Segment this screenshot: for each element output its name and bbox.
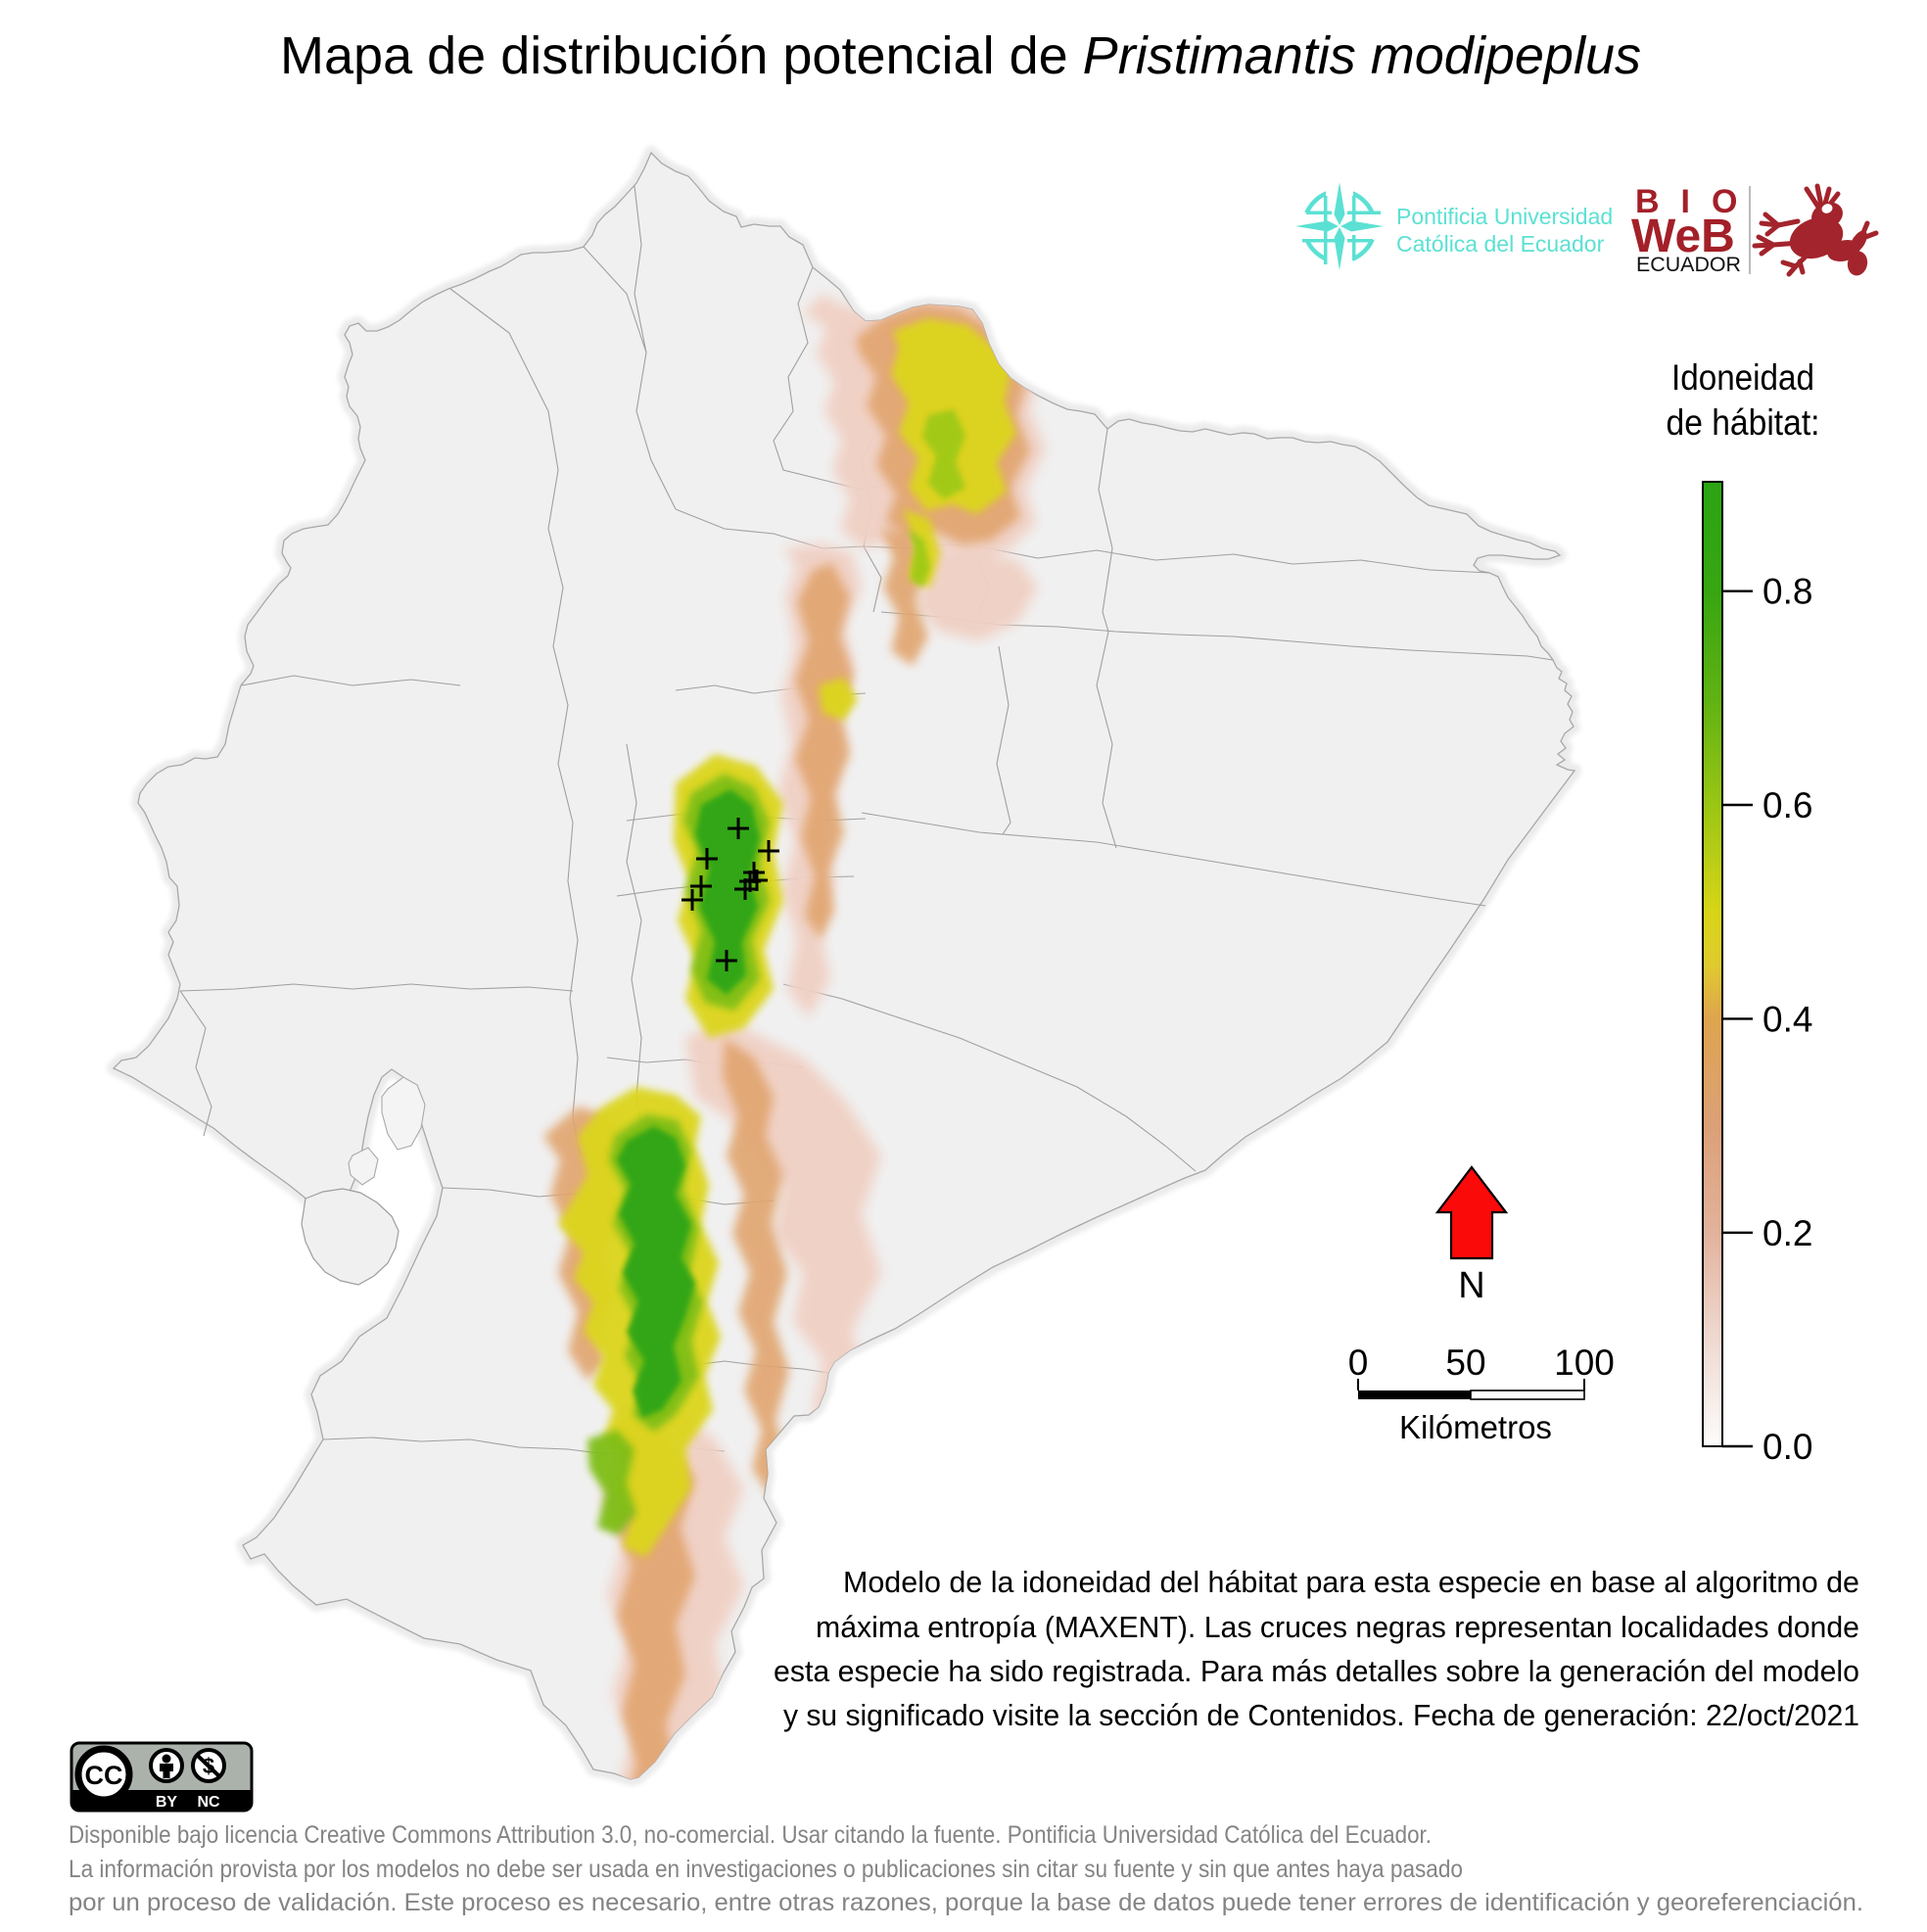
svg-text:0: 0 <box>1348 1343 1369 1383</box>
svg-text:esta especie ha sido registrad: esta especie ha sido registrada. Para má… <box>774 1654 1859 1688</box>
svg-text:Idoneidad: Idoneidad <box>1671 357 1814 398</box>
svg-text:BY: BY <box>156 1794 178 1811</box>
svg-text:de hábitat:: de hábitat: <box>1667 402 1820 443</box>
svg-text:NC: NC <box>197 1794 220 1811</box>
svg-text:WeB: WeB <box>1631 211 1735 262</box>
svg-text:100: 100 <box>1554 1343 1615 1383</box>
svg-text:50: 50 <box>1445 1343 1485 1383</box>
svg-text:0.8: 0.8 <box>1762 572 1812 612</box>
svg-text:y su significado visite la sec: y su significado visite la sección de Co… <box>783 1698 1859 1732</box>
svg-text:0.6: 0.6 <box>1762 785 1812 825</box>
svg-text:0.0: 0.0 <box>1762 1427 1812 1467</box>
svg-text:Modelo de la idoneidad del háb: Modelo de la idoneidad del hábitat para … <box>843 1565 1859 1599</box>
svg-text:máxima entropía (MAXENT). Las: máxima entropía (MAXENT). Las cruces neg… <box>816 1610 1859 1644</box>
svg-text:La información provista por lo: La información provista por los modelos … <box>69 1856 1463 1883</box>
svg-text:Kilómetros: Kilómetros <box>1399 1409 1552 1445</box>
svg-text:Católica del Ecuador: Católica del Ecuador <box>1396 231 1605 257</box>
svg-text:Disponible bajo licencia Creat: Disponible bajo licencia Creative Common… <box>69 1821 1432 1849</box>
svg-text:0.2: 0.2 <box>1762 1213 1812 1253</box>
svg-text:N: N <box>1458 1265 1484 1306</box>
svg-text:por un proceso de validación.: por un proceso de validación. Este proce… <box>69 1889 1863 1916</box>
svg-text:Pontificia Universidad: Pontificia Universidad <box>1396 204 1613 229</box>
svg-text:ECUADOR: ECUADOR <box>1636 254 1741 276</box>
svg-text:BIO: BIO <box>1635 183 1759 220</box>
svg-text:Mapa de distribución potencial: Mapa de distribución potencial de Pristi… <box>280 26 1641 85</box>
svg-text:CC: CC <box>85 1761 123 1790</box>
svg-text:0.4: 0.4 <box>1762 999 1812 1039</box>
